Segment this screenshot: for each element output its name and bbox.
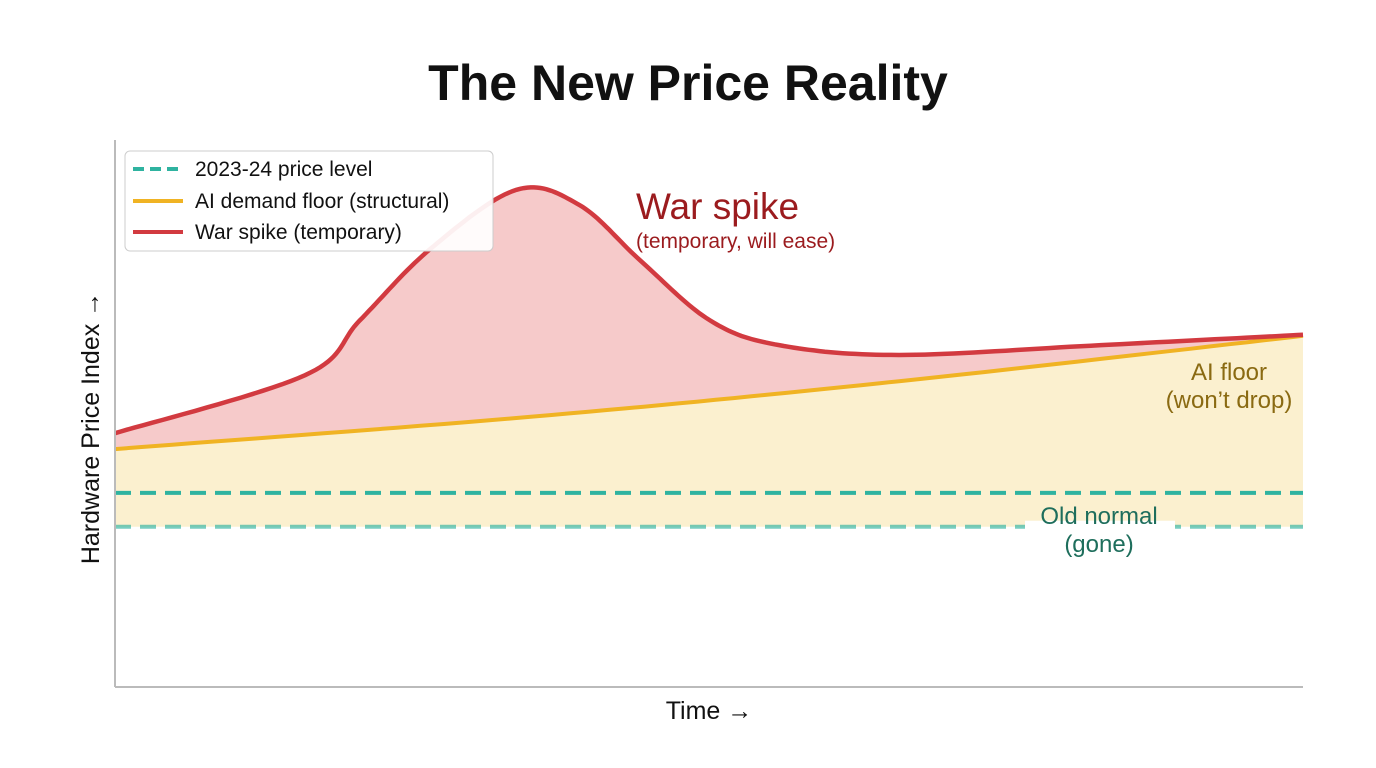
label-gap bbox=[1025, 520, 1175, 533]
chart-title: The New Price Reality bbox=[428, 55, 948, 111]
annotation-old-normal-sub: (gone) bbox=[1064, 531, 1133, 558]
ai-floor-area bbox=[115, 335, 1303, 527]
annotation-war-spike: War spike bbox=[636, 186, 799, 227]
ai-floor-line bbox=[114, 333, 1304, 452]
x-axis-label: Time → bbox=[666, 697, 753, 725]
legend: 2023-24 price level AI demand floor (str… bbox=[124, 150, 494, 252]
annotation-ai-floor: AI floor bbox=[1191, 359, 1267, 386]
y-axis-label: Hardware Price Index → bbox=[77, 292, 105, 564]
war-spike-line bbox=[114, 185, 1304, 436]
legend-label-war-spike: War spike (temporary) bbox=[195, 221, 402, 244]
legend-label-ai-floor: AI demand floor (structural) bbox=[195, 190, 449, 213]
legend-label-price-level: 2023-24 price level bbox=[195, 158, 372, 181]
annotation-war-spike-sub: (temporary, will ease) bbox=[636, 230, 835, 253]
annotation-old-normal: Old normal bbox=[1040, 503, 1157, 530]
legend-box bbox=[124, 150, 494, 252]
annotation-ai-floor-sub: (won’t drop) bbox=[1166, 387, 1293, 414]
war-spike-area bbox=[115, 187, 1303, 450]
